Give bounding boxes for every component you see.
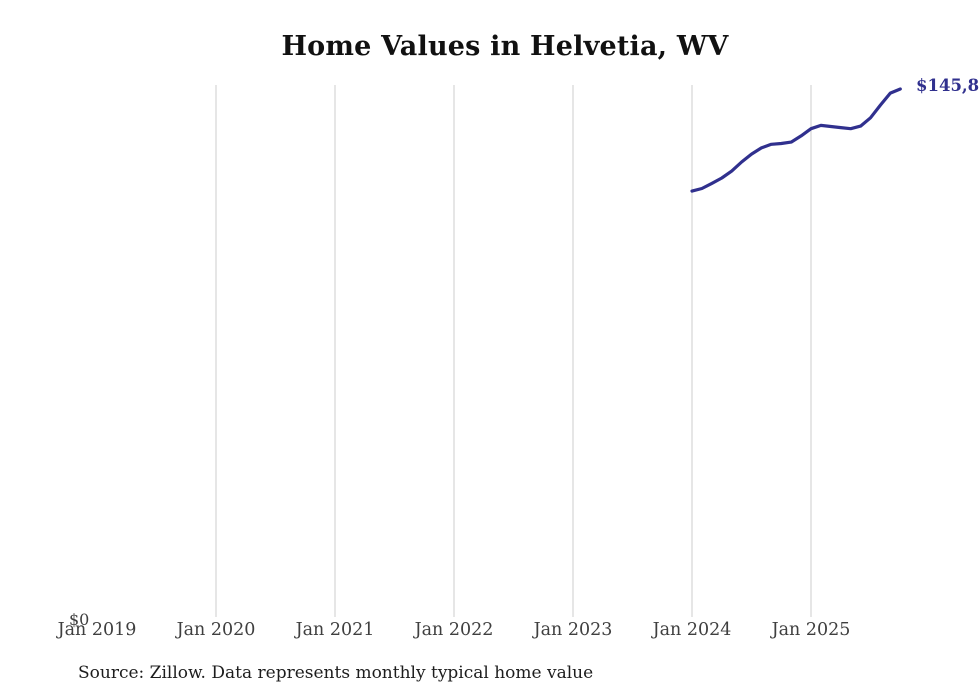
x-tick-label: Jan 2023 <box>533 620 613 640</box>
source-note: Source: Zillow. Data represents monthly … <box>78 663 594 683</box>
y-axis-zero-label: $0 <box>69 610 90 629</box>
gridlines-group <box>215 85 812 617</box>
latest-value-label: $145,833 <box>916 76 980 95</box>
x-tick-label: Jan 2020 <box>176 620 256 640</box>
x-tick-label: Jan 2024 <box>652 620 732 640</box>
x-tick-label: Jan 2022 <box>414 620 494 640</box>
x-tick-label: Jan 2025 <box>771 620 851 640</box>
x-tick-label: Jan 2019 <box>57 620 137 640</box>
x-tick-label: Jan 2021 <box>295 620 375 640</box>
home-value-line <box>690 87 902 193</box>
chart-title: Home Values in Helvetia, WV <box>281 31 729 62</box>
